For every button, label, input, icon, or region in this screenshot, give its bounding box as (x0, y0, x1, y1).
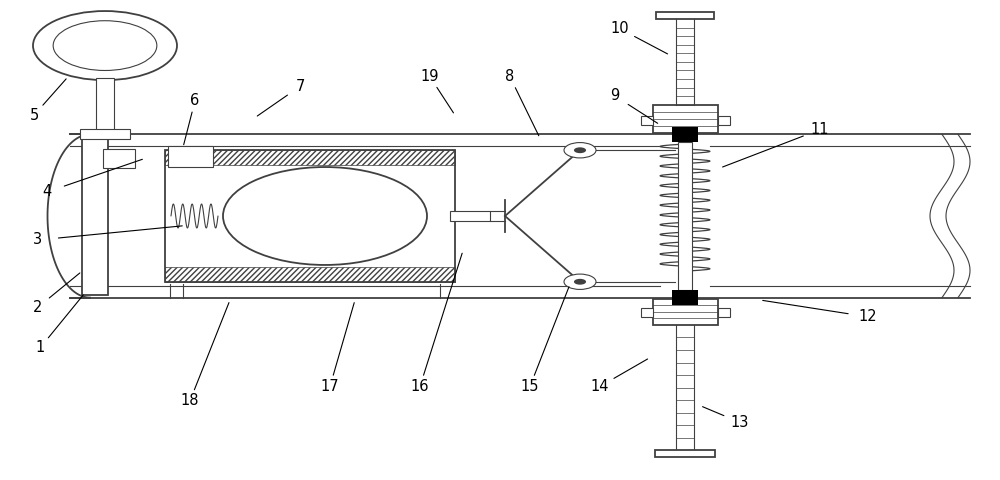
Text: 1: 1 (35, 340, 45, 356)
Circle shape (574, 147, 586, 153)
Bar (655, 450, 715, 457)
Bar (641, 308, 653, 317)
Bar (165, 150, 455, 165)
Bar (653, 299, 718, 325)
Circle shape (223, 167, 427, 265)
Text: 19: 19 (421, 69, 439, 84)
Text: 11: 11 (811, 122, 829, 137)
Bar (450, 211, 490, 221)
Bar (80, 129, 130, 139)
Text: 17: 17 (321, 379, 339, 394)
Text: 6: 6 (190, 93, 200, 108)
Circle shape (564, 274, 596, 289)
Bar (165, 150, 455, 282)
Text: 2: 2 (33, 300, 43, 315)
Bar (672, 290, 698, 305)
Text: 14: 14 (591, 379, 609, 394)
Text: 8: 8 (505, 69, 515, 84)
Text: 9: 9 (610, 88, 620, 104)
Text: 13: 13 (731, 415, 749, 430)
Text: 10: 10 (611, 21, 629, 36)
Bar (82, 137, 108, 295)
Text: 15: 15 (521, 379, 539, 394)
Bar (641, 116, 653, 125)
Bar (718, 308, 730, 317)
Bar (653, 105, 718, 133)
Bar (168, 146, 213, 167)
Circle shape (564, 143, 596, 158)
Bar (165, 267, 455, 282)
Text: 3: 3 (33, 232, 43, 248)
Text: 5: 5 (29, 108, 39, 123)
Circle shape (53, 21, 157, 71)
Text: 16: 16 (411, 379, 429, 394)
Text: 7: 7 (295, 79, 305, 94)
Circle shape (33, 11, 177, 80)
Circle shape (574, 279, 586, 285)
Bar (103, 149, 135, 168)
Bar (672, 127, 698, 142)
Bar (678, 142, 692, 290)
Bar (656, 12, 714, 19)
Text: 4: 4 (42, 184, 52, 200)
Text: 18: 18 (181, 393, 199, 408)
Text: 12: 12 (859, 309, 877, 324)
Bar (96, 78, 114, 134)
Bar (718, 116, 730, 125)
